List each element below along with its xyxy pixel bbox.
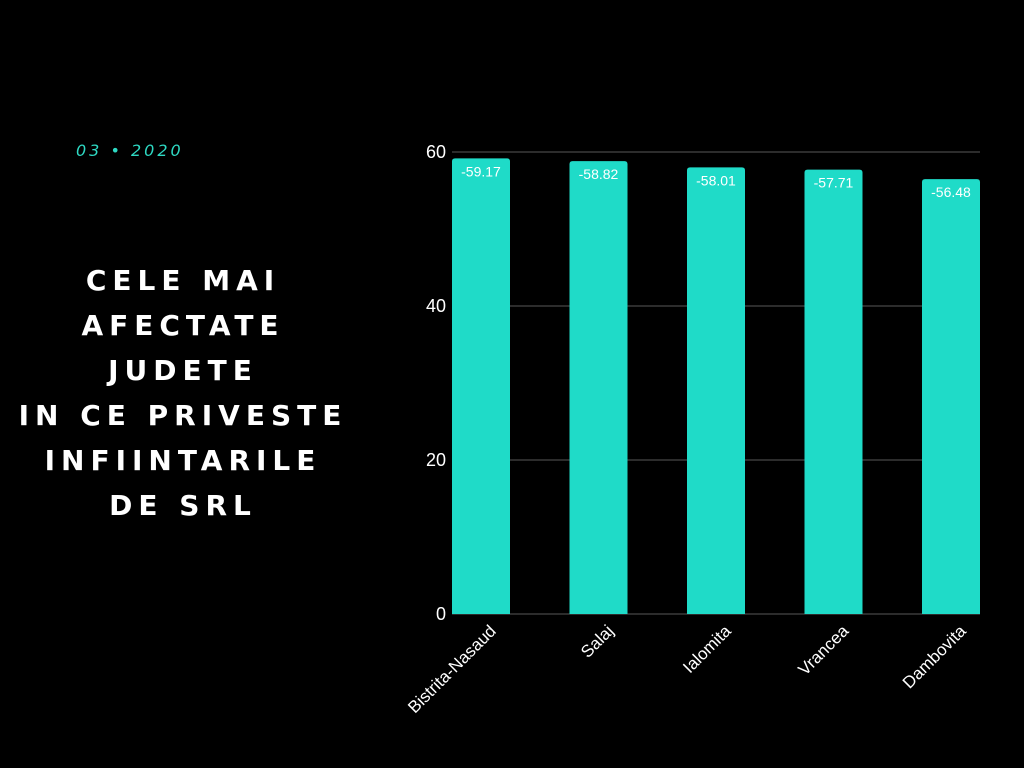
x-tick-label: Bistrita-Nasaud xyxy=(404,621,500,717)
bar-salaj xyxy=(569,161,628,614)
data-label: -56.48 xyxy=(931,184,971,200)
title-line: AFECTATE xyxy=(81,309,285,342)
bars xyxy=(452,158,980,615)
title-line: INFIINTARILE xyxy=(44,444,322,477)
data-label: -57.71 xyxy=(814,175,854,191)
x-tick-label: Salaj xyxy=(577,621,617,661)
title-line: CELE MAI xyxy=(85,264,281,297)
data-label: -58.01 xyxy=(696,172,736,188)
bar-vrancea xyxy=(804,169,863,614)
x-tick-label: Vrancea xyxy=(795,621,853,679)
y-tick-label: 0 xyxy=(436,604,446,624)
title-line: DE SRL xyxy=(109,489,257,522)
title-line: JUDETE xyxy=(108,354,258,387)
date-label: 03 • 2020 xyxy=(76,141,184,160)
data-label: -58.82 xyxy=(579,166,619,182)
bar-bistrita-nasaud xyxy=(452,158,510,615)
x-tick-label: Dambovita xyxy=(899,621,970,692)
x-axis-labels: Bistrita-Nasaud Salaj Ialomita Vrancea Dambo… xyxy=(404,621,970,717)
data-label: -59.17 xyxy=(461,163,501,179)
y-tick-label: 20 xyxy=(426,450,446,470)
title-line: IN CE PRIVESTE xyxy=(18,399,348,432)
data-labels: -59.17 -58.82 -58.01 -57.71 -56.48 xyxy=(461,163,971,200)
y-axis-ticks: 0 20 40 60 xyxy=(426,142,446,624)
y-tick-label: 40 xyxy=(426,296,446,316)
y-tick-label: 60 xyxy=(426,142,446,162)
x-tick-label: Ialomita xyxy=(679,621,735,677)
bar-ialomita xyxy=(687,167,745,614)
bar-dambovita xyxy=(922,179,980,614)
title-block: CELE MAI AFECTATE JUDETE IN CE PRIVESTE … xyxy=(0,258,366,528)
